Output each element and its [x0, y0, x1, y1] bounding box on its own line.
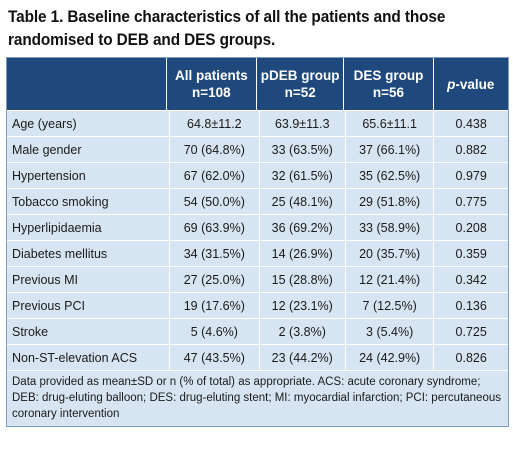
cell-des-group: 35 (62.5%) — [344, 163, 433, 188]
cell-des-group: 24 (42.9%) — [344, 345, 433, 370]
p-value-suffix: -value — [455, 76, 495, 92]
header-cell-pdeb-group: pDEB group n=52 — [256, 58, 343, 110]
row-label: Male gender — [12, 142, 82, 157]
row-label: Non-ST-elevation ACS — [12, 350, 138, 365]
cell-all-patients: 19 (17.6%) — [169, 293, 258, 318]
header-cell-p-value: p-value — [432, 58, 508, 110]
cell-des-group: 3 (5.4%) — [344, 319, 433, 344]
cell-pdeb-group: 36 (69.2%) — [258, 215, 345, 240]
header-count: n=108 — [192, 85, 231, 100]
row-label: Previous PCI — [12, 298, 85, 313]
p-italic: p — [447, 76, 456, 92]
cell-all-patients: 67 (62.0%) — [169, 163, 258, 188]
table-row: Previous PCI 19 (17.6%) 12 (23.1%) 7 (12.5%… — [7, 292, 508, 318]
cell-all-patients: 70 (64.8%) — [169, 137, 258, 162]
cell-pdeb-group: 63.9±11.3 — [258, 111, 345, 136]
row-label: Diabetes mellitus — [12, 246, 108, 261]
cell-all-patients: 34 (31.5%) — [169, 241, 258, 266]
cell-des-group: 37 (66.1%) — [344, 137, 433, 162]
cell-pdeb-group: 2 (3.8%) — [258, 319, 345, 344]
row-label: Age (years) — [12, 116, 77, 131]
baseline-table: All patients n=108 pDEB group n=52 DES g… — [6, 57, 509, 427]
table-row: Hypertension 67 (62.0%) 32 (61.5%) 35 (62.5… — [7, 162, 508, 188]
cell-p-value: 0.826 — [433, 345, 508, 370]
cell-des-group: 65.6±11.1 — [344, 111, 433, 136]
cell-des-group: 29 (51.8%) — [344, 189, 433, 214]
cell-all-patients: 64.8±11.2 — [169, 111, 258, 136]
cell-pdeb-group: 14 (26.9%) — [258, 241, 345, 266]
cell-des-group: 12 (21.4%) — [344, 267, 433, 292]
cell-pdeb-group: 25 (48.1%) — [258, 189, 345, 214]
cell-all-patients: 69 (63.9%) — [169, 215, 258, 240]
table-row: Male gender 70 (64.8%) 33 (63.5%) 37 (66.1%… — [7, 136, 508, 162]
cell-pdeb-group: 32 (61.5%) — [258, 163, 345, 188]
cell-p-value: 0.359 — [433, 241, 508, 266]
table-row: Hyperlipidaemia 69 (63.9%) 36 (69.2%) 33 (5… — [7, 214, 508, 240]
row-label: Tobacco smoking — [12, 194, 109, 209]
table-row: Tobacco smoking 54 (50.0%) 25 (48.1%) 29 (5… — [7, 188, 508, 214]
header-label: p-value — [447, 76, 494, 93]
cell-p-value: 0.725 — [433, 319, 508, 344]
row-label: Stroke — [12, 324, 49, 339]
row-label: Hypertension — [12, 168, 86, 183]
header-label: DES group — [353, 68, 424, 83]
table-row: Non-ST-elevation ACS 47 (43.5%) 23 (44.2%)… — [7, 344, 508, 370]
table-row: Diabetes mellitus 34 (31.5%) 14 (26.9%) 20 … — [7, 240, 508, 266]
header-cell-des-group: DES group n=56 — [343, 58, 432, 110]
header-cell-all-patients: All patients n=108 — [165, 58, 256, 110]
cell-pdeb-group: 33 (63.5%) — [258, 137, 345, 162]
cell-all-patients: 54 (50.0%) — [169, 189, 258, 214]
cell-all-patients: 5 (4.6%) — [169, 319, 258, 344]
cell-pdeb-group: 12 (23.1%) — [258, 293, 345, 318]
cell-p-value: 0.208 — [433, 215, 508, 240]
cell-p-value: 0.979 — [433, 163, 508, 188]
table-row: Previous MI 27 (25.0%) 15 (28.8%) 12 (21.4%… — [7, 266, 508, 292]
table-row: Stroke 5 (4.6%) 2 (3.8%) 3 (5.4%) 0.725 — [7, 318, 508, 344]
cell-des-group: 33 (58.9%) — [344, 215, 433, 240]
cell-p-value: 0.438 — [433, 111, 508, 136]
table-title-line-1: Table 1. Baseline characteristics of all… — [8, 8, 446, 26]
cell-p-value: 0.882 — [433, 137, 508, 162]
table-row: Age (years) 64.8±11.2 63.9±11.3 65.6±11.1 0.… — [7, 110, 508, 136]
row-label: Previous MI — [12, 272, 78, 287]
header-cell-empty — [7, 58, 166, 110]
cell-des-group: 20 (35.7%) — [344, 241, 433, 266]
cell-pdeb-group: 23 (44.2%) — [258, 345, 345, 370]
header-count: n=52 — [284, 85, 316, 100]
table-header-row: All patients n=108 pDEB group n=52 DES g… — [7, 58, 508, 110]
cell-p-value: 0.775 — [433, 189, 508, 214]
table-body: Age (years) 64.8±11.2 63.9±11.3 65.6±11.1 0.… — [7, 110, 508, 370]
header-label: All patients — [174, 68, 248, 83]
cell-p-value: 0.136 — [433, 293, 508, 318]
table-footnote: Data provided as mean±SD or n (% of tota… — [7, 370, 508, 426]
row-label: Hyperlipidaemia — [12, 220, 102, 235]
header-count: n=56 — [372, 85, 405, 100]
header-label: pDEB group — [260, 68, 340, 83]
cell-all-patients: 47 (43.5%) — [169, 345, 258, 370]
cell-des-group: 7 (12.5%) — [344, 293, 433, 318]
table-title: Table 1. Baseline characteristics of all… — [8, 6, 473, 52]
table-title-line-2: randomised to DEB and DES groups. — [8, 31, 276, 49]
cell-p-value: 0.342 — [433, 267, 508, 292]
cell-all-patients: 27 (25.0%) — [169, 267, 258, 292]
cell-pdeb-group: 15 (28.8%) — [258, 267, 345, 292]
